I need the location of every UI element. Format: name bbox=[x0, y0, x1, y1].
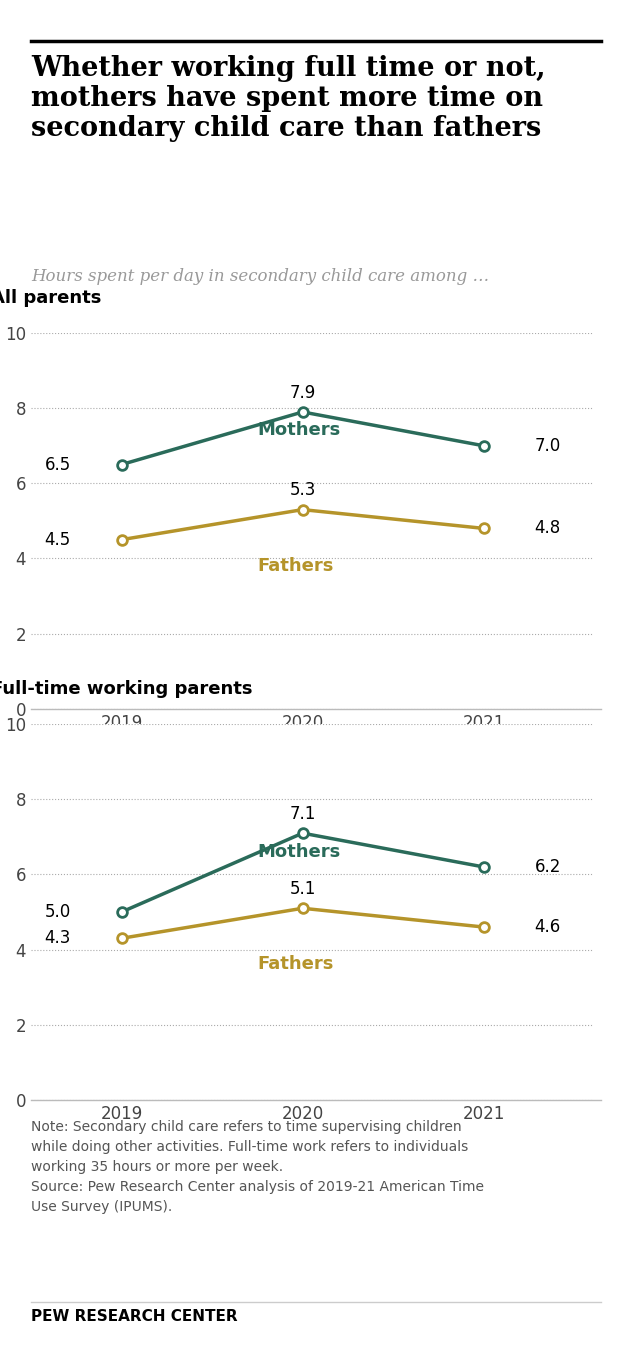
Text: 6.2: 6.2 bbox=[534, 858, 560, 876]
Text: 7.9: 7.9 bbox=[290, 384, 316, 401]
Text: PEW RESEARCH CENTER: PEW RESEARCH CENTER bbox=[31, 1308, 237, 1323]
Text: Hours spent per day in secondary child care among …: Hours spent per day in secondary child c… bbox=[31, 268, 489, 284]
Text: Note: Secondary child care refers to time supervising children
while doing other: Note: Secondary child care refers to tim… bbox=[31, 1119, 484, 1214]
Text: Mothers: Mothers bbox=[257, 843, 340, 861]
Text: 7.0: 7.0 bbox=[534, 437, 560, 454]
Text: 4.3: 4.3 bbox=[45, 929, 71, 948]
Text: 5.1: 5.1 bbox=[290, 880, 316, 898]
Text: Mothers: Mothers bbox=[257, 422, 340, 439]
Text: Full-time working parents: Full-time working parents bbox=[0, 680, 252, 698]
Text: Fathers: Fathers bbox=[257, 955, 334, 974]
Text: 4.5: 4.5 bbox=[45, 530, 71, 548]
Text: 5.3: 5.3 bbox=[290, 481, 316, 499]
Text: Fathers: Fathers bbox=[257, 556, 334, 574]
Text: Whether working full time or not,
mothers have spent more time on
secondary chil: Whether working full time or not, mother… bbox=[31, 54, 546, 141]
Text: 5.0: 5.0 bbox=[45, 903, 71, 921]
Text: 6.5: 6.5 bbox=[45, 456, 71, 473]
Text: 4.8: 4.8 bbox=[534, 520, 560, 537]
Text: 7.1: 7.1 bbox=[290, 805, 316, 823]
Text: All parents: All parents bbox=[0, 288, 102, 307]
Text: 4.6: 4.6 bbox=[534, 918, 560, 936]
